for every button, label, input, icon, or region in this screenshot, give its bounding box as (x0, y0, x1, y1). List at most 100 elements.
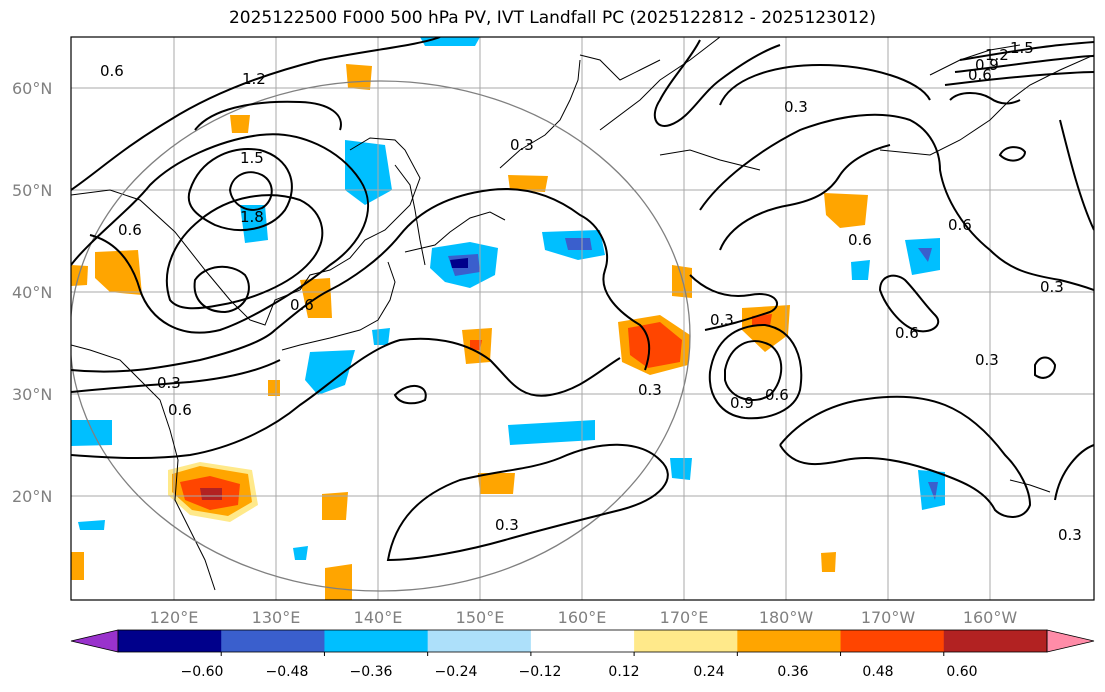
colorbar-tick-label: −0.24 (435, 664, 478, 680)
lon-label: 170°E (660, 608, 709, 627)
colorbar-segment (118, 630, 222, 652)
contour-label: 0.6 (100, 62, 124, 80)
contour-label: 1.2 (242, 70, 266, 88)
neg-anomaly-region (508, 420, 595, 445)
contour-label: 0.6 (290, 296, 314, 314)
contour-label: 1.8 (240, 208, 264, 226)
neg-anomaly-region (420, 37, 480, 46)
contour-label: 0.9 (975, 56, 999, 74)
contour-label: 0.6 (765, 386, 789, 404)
pos-anomaly-region (508, 175, 548, 192)
contour-label: 0.3 (710, 311, 734, 329)
lat-label: 50°N (12, 181, 52, 200)
colorbar-tick-label: −0.60 (181, 664, 224, 680)
pos-anomaly-region (71, 265, 88, 286)
lat-label: 40°N (12, 283, 52, 302)
colorbar-segment (634, 630, 738, 652)
landfall-radius-circle (71, 80, 691, 592)
map-title: 2025122500 F000 500 hPa PV, IVT Landfall… (228, 8, 876, 28)
lon-label: 130°E (252, 608, 301, 627)
pos-anomaly-core-dark (200, 488, 222, 500)
colorbar-segment (840, 630, 945, 652)
colorbar-tick-label: −0.36 (350, 664, 393, 680)
colorbar-arrow-min (70, 629, 119, 653)
coastlines (71, 37, 1094, 591)
lat-labels: 60°N 50°N 40°N 30°N 20°N (12, 79, 52, 506)
pos-anomaly-region (95, 250, 142, 295)
contour-label: 0.6 (948, 216, 972, 234)
colorbar (70, 629, 1095, 656)
contour-label: 1.2 (985, 46, 1009, 64)
contour-labels: 0.6 1.2 1.5 1.8 0.3 0.6 0.3 0.6 1.5 1.2 … (100, 39, 1082, 544)
pos-anomaly-region (742, 305, 790, 352)
neg-anomaly-region (305, 350, 355, 395)
contour-label: 0.3 (495, 516, 519, 534)
pos-anomaly-region (325, 564, 352, 600)
pv-contours (71, 37, 1094, 562)
contour-label: 0.9 (730, 394, 754, 412)
pos-anomaly-region (346, 64, 372, 90)
pos-anomaly-region (268, 380, 280, 396)
colorbar-tick-label: 0.12 (608, 664, 639, 680)
neg-anomaly-core (918, 248, 932, 262)
lon-label: 170°W (861, 608, 916, 627)
pos-anomaly-core (470, 340, 482, 350)
colorbar-frame (117, 629, 1048, 653)
colorbar-tick-label: −0.48 (266, 664, 309, 680)
contour-label: 1.5 (1010, 39, 1034, 57)
lon-label: 150°E (456, 608, 505, 627)
contour-label: 0.6 (895, 324, 919, 342)
lat-label: 20°N (12, 487, 52, 506)
contour-label: 0.3 (1040, 278, 1064, 296)
pos-anomaly-region (824, 193, 868, 228)
neg-anomaly-region (851, 260, 870, 280)
neg-anomaly-region (293, 546, 308, 560)
colorbar-segment (737, 630, 842, 652)
contour-label: 0.6 (848, 231, 872, 249)
colorbar-segment (943, 630, 1048, 652)
contour-label: 1.5 (240, 149, 264, 167)
lon-label: 160°E (558, 608, 607, 627)
colorbar-tick-label: 0.48 (862, 664, 893, 680)
contour-label: 0.3 (638, 381, 662, 399)
contour-label: 0.3 (157, 374, 181, 392)
contour-label: 0.3 (510, 136, 534, 154)
contour-label: 0.3 (1058, 526, 1082, 544)
pos-anomaly-region (821, 552, 836, 572)
colorbar-segment (530, 630, 635, 652)
gridlines (71, 37, 1094, 600)
neg-anomaly-region (78, 520, 105, 530)
neg-anomaly-core (565, 238, 592, 250)
pos-anomaly-region (71, 552, 84, 580)
lon-label: 180°W (759, 608, 814, 627)
neg-anomaly-region (345, 140, 392, 205)
pos-anomaly-region (672, 265, 692, 298)
contour-label: 0.3 (784, 98, 808, 116)
pos-anomaly-region (322, 492, 348, 520)
lon-label: 140°E (354, 608, 403, 627)
colorbar-arrow-max (1046, 629, 1095, 653)
neg-anomaly-region (240, 205, 268, 243)
pos-anomaly-core (628, 322, 682, 368)
neg-anomaly-region (670, 458, 692, 480)
neg-anomaly-core-dark (450, 258, 468, 268)
neg-anomaly-region (905, 238, 940, 275)
colorbar-tick-label: −0.12 (519, 664, 562, 680)
plot-frame (70, 36, 1095, 601)
lat-label: 60°N (12, 79, 52, 98)
contour-label: 0.6 (118, 221, 142, 239)
colorbar-tick-label: 0.24 (693, 664, 724, 680)
lon-label: 120°E (150, 608, 199, 627)
contour-label: 0.6 (168, 401, 192, 419)
neg-anomaly-region (71, 420, 112, 446)
lat-label: 30°N (12, 385, 52, 404)
contour-label: 0.3 (975, 351, 999, 369)
neg-anomaly-region (372, 328, 390, 345)
colorbar-ticks: −0.60 −0.48 −0.36 −0.24 −0.12 0.12 0.24 … (181, 664, 978, 680)
pos-anomaly-region (478, 473, 515, 494)
contour-label: 0.6 (968, 66, 992, 84)
lon-labels: 120°E 130°E 140°E 150°E 160°E 170°E 180°… (150, 608, 1018, 627)
colorbar-segment (427, 630, 532, 652)
lon-label: 160°W (963, 608, 1018, 627)
colorbar-segment (324, 630, 429, 652)
